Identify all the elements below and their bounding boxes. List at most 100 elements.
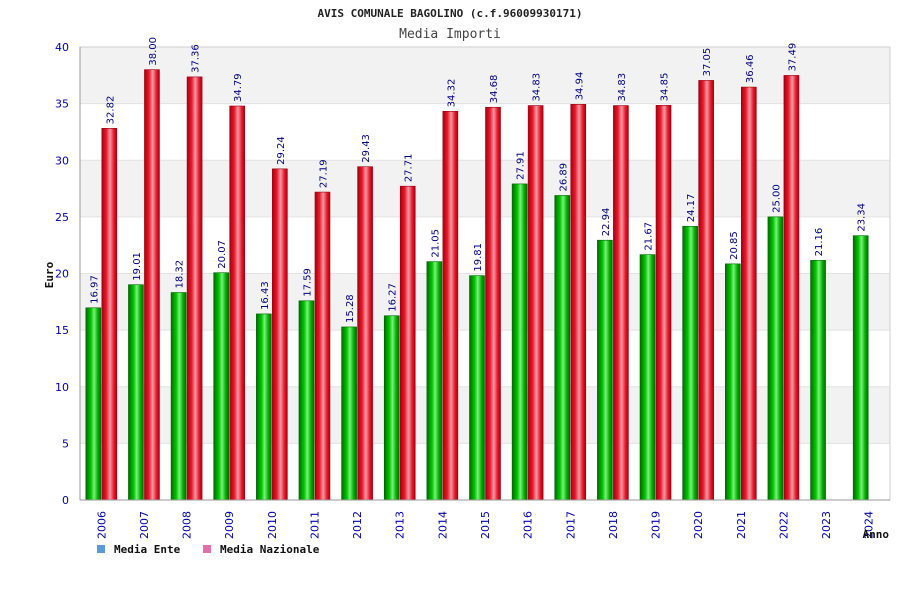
data-label: 37.05: [702, 48, 713, 77]
y-tick-label: 5: [62, 437, 69, 450]
data-label: 21.67: [644, 222, 655, 251]
bar-media-nazionale: [186, 76, 203, 501]
y-tick-label: 40: [55, 41, 69, 54]
data-label: 15.28: [345, 294, 356, 323]
bars: 16.97 32.82 19.01 38.00 18.32 37.36 20.07 34.79…: [85, 37, 869, 501]
data-label: 34.85: [660, 73, 671, 102]
bar-media-ente: [469, 275, 485, 501]
data-label: 21.05: [430, 229, 441, 258]
data-label: 24.17: [686, 194, 697, 223]
x-tick-label: 2017: [564, 511, 577, 539]
y-axis: 0 5 10 15 20 25 30 35 40: [55, 41, 81, 507]
y-tick-label: 35: [55, 98, 69, 111]
x-tick-label: 2023: [820, 511, 833, 539]
bar-media-nazionale: [272, 168, 288, 501]
data-label: 34.79: [233, 73, 244, 102]
bar-media-ente: [767, 216, 784, 501]
data-label: 37.36: [191, 44, 202, 73]
legend-swatch-media-nazionale: [203, 545, 211, 553]
bar-media-ente: [852, 235, 869, 501]
bar-media-nazionale: [357, 166, 373, 501]
data-label: 29.24: [276, 136, 287, 165]
bar-media-ente: [724, 263, 741, 501]
bar-media-nazionale: [655, 105, 672, 501]
x-axis: 2006 2007 2008 2009 2010 2011 2012 2013 2014 2015…: [80, 499, 890, 539]
bar-media-ente: [682, 225, 698, 501]
data-label: 26.89: [558, 163, 569, 192]
bar-media-ente: [554, 195, 571, 501]
x-tick-label: 2014: [436, 511, 449, 539]
legend-label-media-ente: Media Ente: [114, 543, 181, 556]
x-tick-label: 2020: [692, 511, 705, 539]
bar-media-nazionale: [101, 128, 118, 501]
data-label: 27.71: [404, 154, 415, 183]
data-label: 19.81: [473, 243, 484, 272]
data-label: 16.97: [89, 275, 100, 304]
bar-media-ente: [85, 307, 102, 501]
x-tick-label: 2018: [607, 511, 620, 539]
y-tick-label: 25: [55, 211, 69, 224]
bar-media-nazionale: [740, 86, 757, 501]
y-tick-label: 20: [55, 268, 69, 281]
x-tick-label: 2013: [394, 511, 407, 539]
data-label: 34.83: [532, 73, 543, 102]
bar-media-ente: [213, 272, 230, 501]
x-tick-label: 2015: [479, 511, 492, 539]
x-tick-label: 2006: [95, 511, 108, 539]
bar-media-ente: [597, 239, 613, 501]
y-axis-label: Euro: [43, 261, 56, 288]
x-tick-label: 2010: [266, 511, 279, 539]
data-label: 29.43: [361, 134, 372, 163]
data-label: 18.32: [175, 260, 186, 289]
bar-media-nazionale: [570, 104, 587, 501]
bar-media-nazionale: [698, 80, 714, 501]
data-label: 20.07: [217, 240, 228, 269]
data-label: 23.34: [857, 203, 868, 232]
data-label: 21.16: [814, 228, 825, 257]
bar-media-nazionale: [783, 75, 800, 501]
y-tick-label: 30: [55, 154, 69, 167]
x-tick-label: 2024: [863, 511, 876, 539]
x-axis-label: Anno: [863, 528, 890, 541]
data-label: 34.94: [574, 72, 585, 101]
bar-media-ente: [383, 315, 400, 501]
data-label: 27.91: [516, 151, 527, 180]
data-label: 20.85: [729, 231, 740, 260]
data-label: 34.32: [446, 79, 457, 108]
bar-media-nazionale: [442, 111, 459, 501]
bar-media-ente: [256, 313, 272, 501]
legend: Media Ente Media Nazionale: [97, 543, 320, 556]
x-tick-label: 2008: [181, 511, 194, 539]
bar-media-ente: [128, 284, 144, 501]
x-tick-label: 2011: [308, 511, 321, 539]
x-tick-label: 2021: [735, 511, 748, 539]
bar-media-nazionale: [527, 105, 544, 501]
data-label: 38.00: [148, 37, 159, 66]
chart-title: AVIS COMUNALE BAGOLINO (c.f.96009930171): [318, 7, 583, 20]
y-tick-label: 10: [55, 381, 69, 394]
data-label: 37.49: [787, 43, 798, 72]
bar-media-ente: [810, 260, 826, 501]
bar-media-nazionale: [144, 69, 160, 501]
data-label: 34.83: [617, 73, 628, 102]
data-label: 16.43: [260, 281, 271, 310]
bar-media-ente: [426, 261, 443, 501]
legend-label-media-nazionale: Media Nazionale: [220, 543, 320, 556]
data-label: 32.82: [105, 96, 116, 125]
data-label: 25.00: [771, 184, 782, 213]
bar-media-ente: [511, 183, 528, 501]
x-tick-label: 2019: [650, 511, 663, 539]
bar-media-nazionale: [399, 185, 416, 501]
bar-media-ente: [639, 254, 656, 501]
bar-media-ente: [298, 300, 315, 501]
data-label: 27.19: [318, 159, 329, 188]
data-label: 22.94: [601, 208, 612, 237]
data-label: 19.01: [132, 252, 143, 281]
bar-media-nazionale: [485, 106, 501, 501]
y-tick-label: 0: [62, 494, 69, 507]
bar-media-ente: [170, 292, 187, 501]
data-label: 36.46: [745, 54, 756, 83]
bar-media-nazionale: [613, 105, 629, 501]
bar-media-ente: [341, 326, 357, 501]
data-label: 16.27: [388, 283, 399, 312]
